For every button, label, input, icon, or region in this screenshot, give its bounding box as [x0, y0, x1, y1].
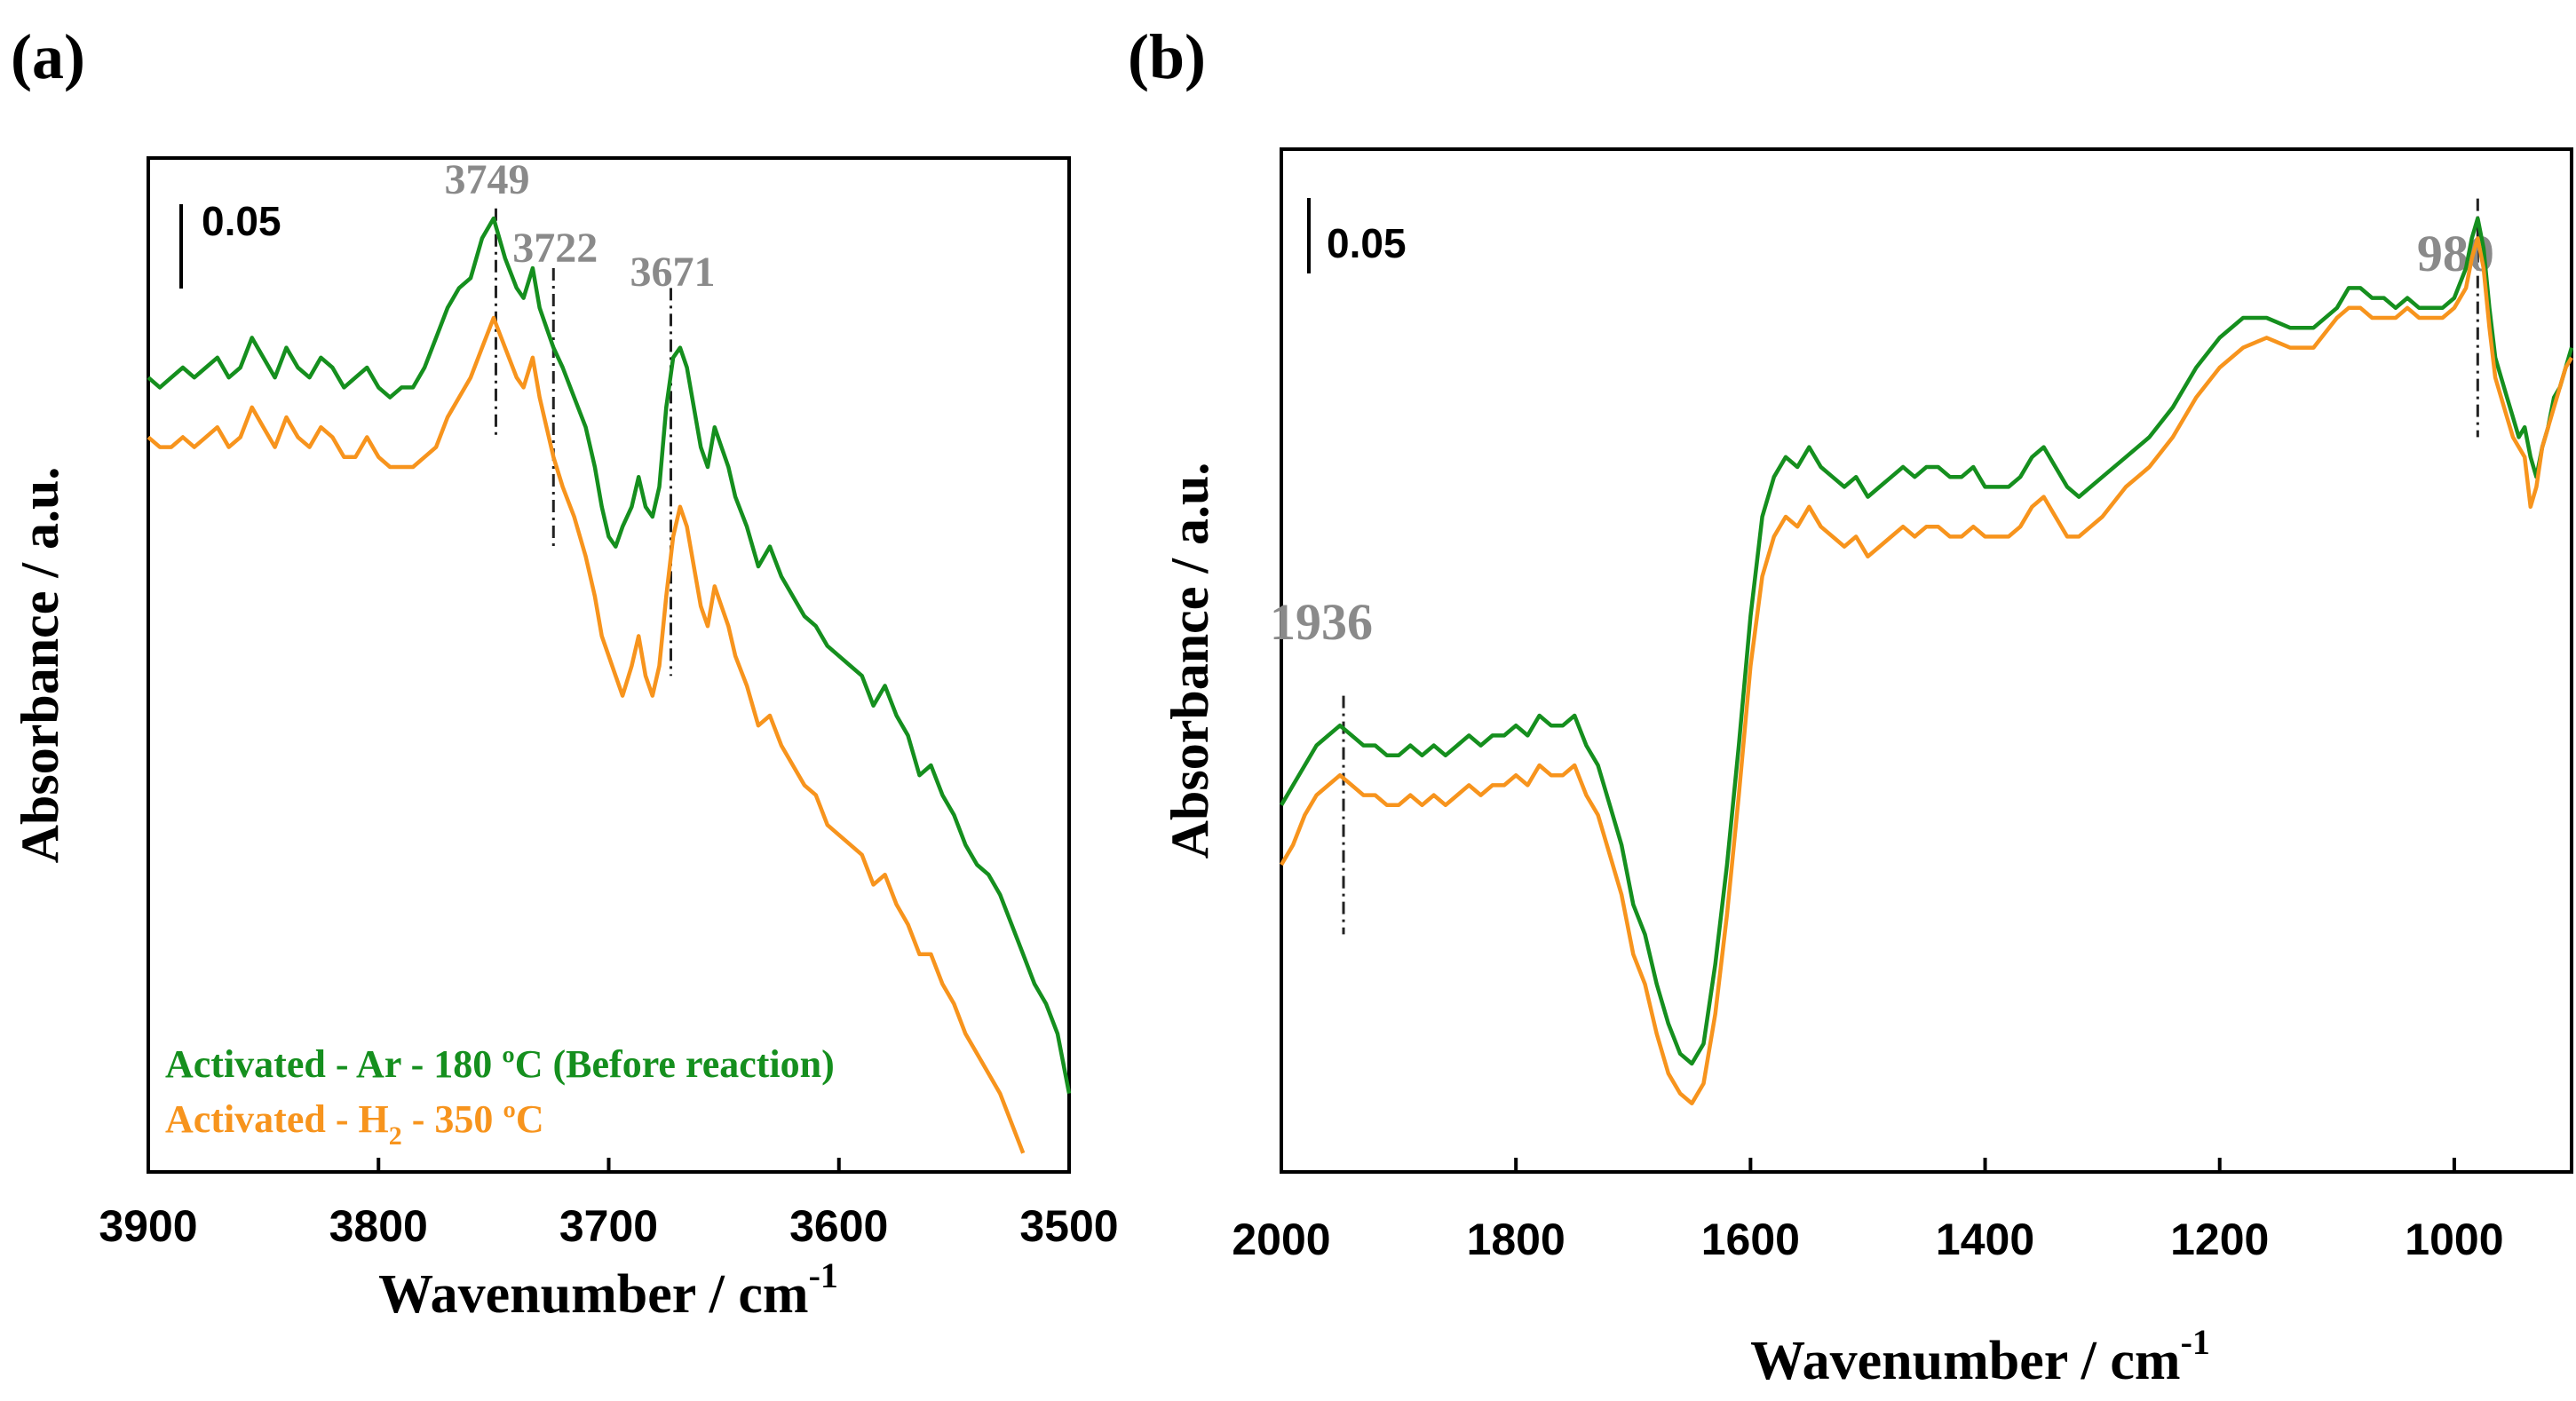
panel-a-x-tick-label: 3900: [99, 1201, 197, 1251]
panel-b-x-axis-label-main: Wavenumber / cm: [1750, 1331, 2181, 1391]
series-line-ar-panel-b: [1280, 216, 2574, 1066]
panel-a-x-tick-label: 3600: [789, 1201, 888, 1251]
legend-entry-h2-tail: - 350 ºC: [402, 1097, 544, 1141]
panel-b-x-axis-label-sup: -1: [2181, 1322, 2210, 1362]
panel-b-x-tick-label: 1800: [1467, 1215, 1565, 1264]
legend-entry-h2-main: Activated - H: [165, 1097, 389, 1141]
panel-a-x-ticks: 3900 3800 3700 3600 3500: [99, 1158, 1119, 1251]
panel-a-x-axis-label: Wavenumber / cm-1: [378, 1255, 838, 1325]
panel-a-x-axis-label-sup: -1: [809, 1255, 838, 1295]
peak-label-1936: 1936: [1270, 593, 1373, 651]
panel-b-x-tick-label: 1200: [2170, 1215, 2269, 1264]
series-line-h2-panel-a: [147, 315, 1026, 1154]
panel-a-series: [147, 216, 1072, 1154]
legend-entry-h2-sub: 2: [389, 1121, 402, 1151]
peak-label-3749: 3749: [444, 156, 529, 203]
series-line-ar-panel-a: [147, 216, 1072, 1095]
peak-label-3671: 3671: [630, 249, 715, 296]
panel-b-y-axis-label: Absorbance / a.u.: [1161, 463, 1219, 859]
panel-b-series: [1280, 216, 2574, 1106]
legend-entry-h2: Activated - H2 - 350 ºC: [165, 1097, 544, 1151]
panel-a-x-tick-label: 3500: [1019, 1201, 1118, 1251]
panel-a-x-tick-label: 3800: [329, 1201, 428, 1251]
panel-b-scale-label: 0.05: [1327, 220, 1407, 266]
panel-b-x-tick-label: 1400: [1936, 1215, 2034, 1264]
panel-b-x-ticks: 2000 1800 1600 1400 1200 1000: [1232, 1158, 2504, 1264]
panel-a-peak-markers: 3749 3722 3671: [444, 156, 715, 677]
panel-b-x-axis-label: Wavenumber / cm-1: [1750, 1322, 2210, 1391]
panel-b-x-tick-label: 2000: [1232, 1215, 1330, 1264]
panel-b-frame: [1280, 147, 2573, 1174]
panel-a-x-axis-label-main: Wavenumber / cm: [378, 1264, 809, 1325]
panel-a: (a) 3900 3800 3700 3600 3500 3749 3722 3671 0.…: [11, 21, 1119, 1325]
panel-a-y-axis-label: Absorbance / a.u.: [11, 467, 69, 864]
panel-b-label: (b): [1128, 21, 1206, 92]
panel-a-frame: [147, 156, 1071, 1174]
series-line-h2-panel-b: [1280, 236, 2573, 1106]
panel-b-x-tick-label: 1000: [2405, 1215, 2503, 1264]
legend-entry-ar: Activated - Ar - 180 ºC (Before reaction…: [165, 1042, 835, 1086]
panel-a-label: (a): [11, 21, 85, 92]
peak-label-3722: 3722: [512, 225, 598, 272]
panel-a-scale-label: 0.05: [202, 198, 281, 244]
panel-a-x-tick-label: 3700: [559, 1201, 658, 1251]
panel-b-x-tick-label: 1600: [1701, 1215, 1800, 1264]
